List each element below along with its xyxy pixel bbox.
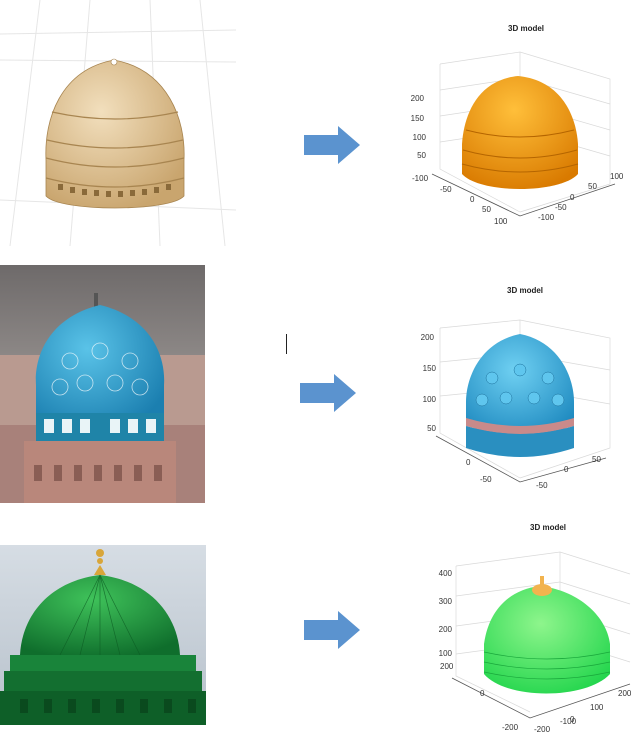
y-tick: 100 (610, 172, 624, 181)
text-cursor (286, 334, 287, 354)
right-arrow-icon (300, 374, 356, 412)
right-arrow-icon (304, 611, 360, 649)
x-tick: 200 (440, 662, 454, 671)
y-tick: 50 (588, 182, 597, 191)
y-tick: 0 (564, 465, 569, 474)
turquoise-dome-photo (0, 265, 205, 503)
x-tick: 50 (482, 205, 491, 214)
3d-model-plot-3: 400 300 200 100 200 0 -200 200 100 0 -10… (439, 551, 632, 734)
y-tick: 200 (618, 689, 632, 698)
y-tick: -50 (555, 203, 567, 212)
x-tick: -50 (480, 475, 492, 484)
z-tick: 300 (439, 597, 453, 606)
z-tick: 200 (439, 625, 453, 634)
model-title: 3D model (508, 24, 545, 33)
3d-model-plot-2: 200 150 100 50 0 -50 50 0 -50 (421, 319, 611, 490)
x-tick: 100 (494, 217, 508, 226)
x-tick: -200 (502, 723, 519, 732)
z-tick: 200 (421, 333, 435, 342)
x-tick: 0 (466, 458, 471, 467)
z-tick: 100 (439, 649, 453, 658)
z-tick: 150 (423, 364, 437, 373)
row-2-photo (0, 265, 205, 503)
y-tick: 50 (592, 455, 601, 464)
y-tick: 100 (590, 703, 604, 712)
z-tick: 50 (427, 424, 436, 433)
y-tick: -100 (560, 717, 577, 726)
x-tick: -100 (412, 174, 429, 183)
row-1-photo (0, 0, 237, 247)
z-tick: 100 (423, 395, 437, 404)
row-3-photo (0, 545, 206, 725)
y-tick: 0 (570, 715, 575, 724)
z-tick: 200 (411, 94, 425, 103)
green-dome-image (0, 545, 206, 725)
z-tick: 400 (439, 569, 453, 578)
z-tick: 100 (413, 133, 427, 142)
ornate-dome-render (0, 0, 237, 247)
z-tick: 50 (417, 151, 426, 160)
model-title: 3D model (530, 523, 567, 532)
x-tick: 0 (480, 689, 485, 698)
y-tick: -50 (536, 481, 548, 490)
model-title: 3D model (507, 286, 544, 295)
right-arrow-icon (304, 126, 360, 164)
z-tick: 150 (411, 114, 425, 123)
3d-model-plot-1: 200 150 100 50 -100 -50 0 50 100 100 50 … (411, 51, 624, 226)
x-tick: -50 (440, 185, 452, 194)
y-tick: 0 (570, 193, 575, 202)
y-tick: -100 (538, 213, 555, 222)
x-tick: 0 (470, 195, 475, 204)
y-tick: -200 (534, 725, 551, 734)
